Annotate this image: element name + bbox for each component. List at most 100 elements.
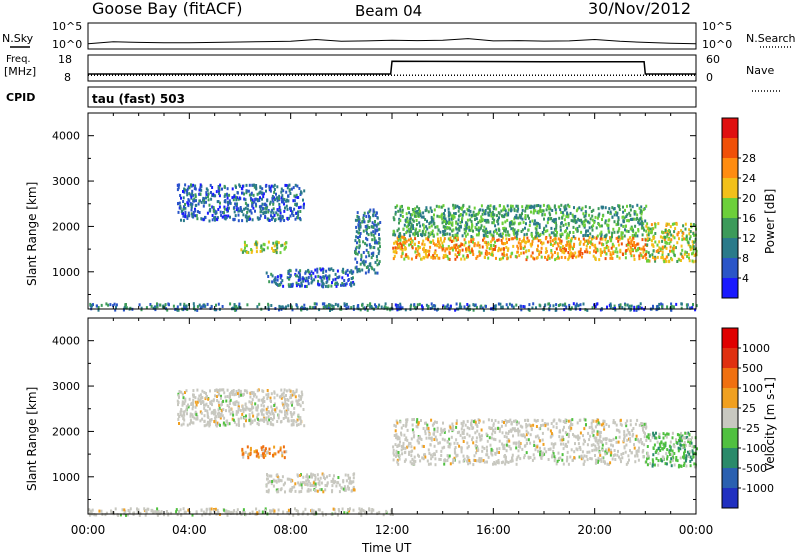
heatmap-cell: [530, 244, 533, 248]
freq-series-line: [88, 60, 696, 75]
heatmap-cell: [331, 281, 333, 285]
heatmap-cell: [235, 208, 238, 212]
heatmap-cell: [203, 199, 206, 203]
heatmap-cell: [321, 279, 324, 283]
heatmap-cell: [318, 479, 321, 483]
heatmap-cell: [310, 281, 313, 285]
heatmap-cell: [254, 202, 257, 206]
heatmap-cell: [424, 233, 427, 237]
heatmap-cell: [420, 257, 423, 261]
heatmap-cell: [284, 413, 286, 417]
heatmap-cell: [639, 306, 641, 310]
heatmap-cell: [492, 422, 495, 426]
heatmap-cell: [668, 260, 671, 264]
heatmap-cell: [480, 217, 483, 221]
heatmap-cell: [617, 440, 620, 444]
heatmap-cell: [672, 234, 675, 238]
heatmap-cell: [524, 216, 527, 220]
heatmap-cell: [295, 420, 298, 424]
heatmap-cell: [223, 416, 226, 420]
heatmap-cell: [557, 255, 559, 259]
heatmap-cell: [638, 218, 640, 222]
heatmap-cell: [281, 214, 284, 218]
heatmap-cell: [501, 232, 504, 236]
heatmap-cell: [538, 223, 541, 227]
heatmap-cell: [515, 216, 518, 220]
heatmap-cell: [607, 224, 609, 228]
heatmap-cell: [478, 457, 481, 461]
heatmap-cell: [408, 243, 411, 247]
heatmap-cell: [321, 267, 324, 271]
heatmap-cell: [573, 242, 576, 246]
heatmap-cell: [494, 244, 497, 248]
heatmap-cell: [309, 484, 312, 487]
heatmap-cell: [398, 454, 401, 458]
heatmap-cell: [513, 441, 516, 445]
heatmap-cell: [663, 238, 666, 241]
heatmap-cell: [217, 415, 220, 419]
heatmap-cell: [411, 208, 414, 211]
heatmap-cell: [408, 230, 411, 234]
heatmap-cell: [156, 302, 158, 306]
heatmap-cell: [532, 237, 535, 241]
heatmap-cell: [448, 246, 451, 250]
heatmap-cell: [535, 231, 538, 235]
heatmap-cell: [283, 242, 286, 246]
heatmap-cell: [519, 442, 522, 445]
heatmap-cell: [285, 241, 288, 245]
heatmap-cell: [265, 393, 268, 397]
heatmap-cell: [467, 457, 470, 461]
heatmap-cell: [238, 183, 241, 187]
heatmap-cell: [304, 482, 307, 486]
heatmap-cell: [467, 444, 470, 448]
heatmap-cell: [545, 224, 548, 228]
heatmap-cell: [194, 214, 197, 218]
heatmap-cell: [394, 249, 397, 252]
heatmap-cell: [556, 459, 559, 463]
heatmap-cell: [365, 255, 368, 259]
heatmap-cell: [641, 422, 644, 426]
heatmap-cell: [252, 414, 255, 418]
heatmap-cell: [631, 238, 634, 242]
heatmap-cell: [267, 240, 270, 244]
heatmap-cell: [594, 425, 597, 429]
heatmap-cell: [614, 210, 617, 214]
heatmap-cell: [455, 248, 458, 252]
heatmap-cell: [622, 219, 625, 223]
heatmap-cell: [512, 434, 514, 438]
heatmap-cell: [220, 394, 222, 398]
heatmap-cell: [434, 304, 437, 308]
heatmap-cell: [219, 416, 222, 420]
heatmap-cell: [281, 279, 284, 283]
heatmap-cell: [543, 226, 546, 230]
heatmap-cell: [631, 429, 634, 433]
heatmap-cell: [498, 439, 501, 443]
heatmap-cell: [526, 214, 529, 218]
heatmap-cell: [652, 306, 655, 310]
heatmap-cell: [541, 418, 544, 422]
heatmap-cell: [407, 206, 409, 210]
heatmap-cell: [190, 420, 193, 424]
heatmap-cell: [178, 422, 180, 425]
heatmap-cell: [270, 417, 272, 420]
heatmap-cell: [612, 252, 615, 255]
heatmap-cell: [299, 269, 302, 273]
heatmap-cell: [265, 489, 268, 493]
heatmap-cell: [392, 445, 395, 449]
heatmap-cell: [613, 449, 616, 452]
heatmap-cell: [318, 308, 321, 312]
heatmap-cell: [692, 303, 694, 306]
heatmap-cell: [436, 232, 439, 236]
heatmap-cell: [472, 308, 475, 312]
heatmap-cell: [415, 232, 418, 236]
heatmap-cell: [413, 214, 416, 218]
heatmap-cell: [234, 308, 237, 312]
heatmap-cell: [540, 246, 543, 250]
heatmap-cell: [363, 211, 366, 215]
heatmap-cell: [418, 302, 421, 306]
heatmap-cell: [487, 211, 490, 215]
heatmap-cell: [523, 454, 526, 457]
heatmap-cell: [444, 255, 447, 258]
heatmap-cell: [395, 451, 398, 455]
heatmap-cell: [528, 216, 530, 220]
